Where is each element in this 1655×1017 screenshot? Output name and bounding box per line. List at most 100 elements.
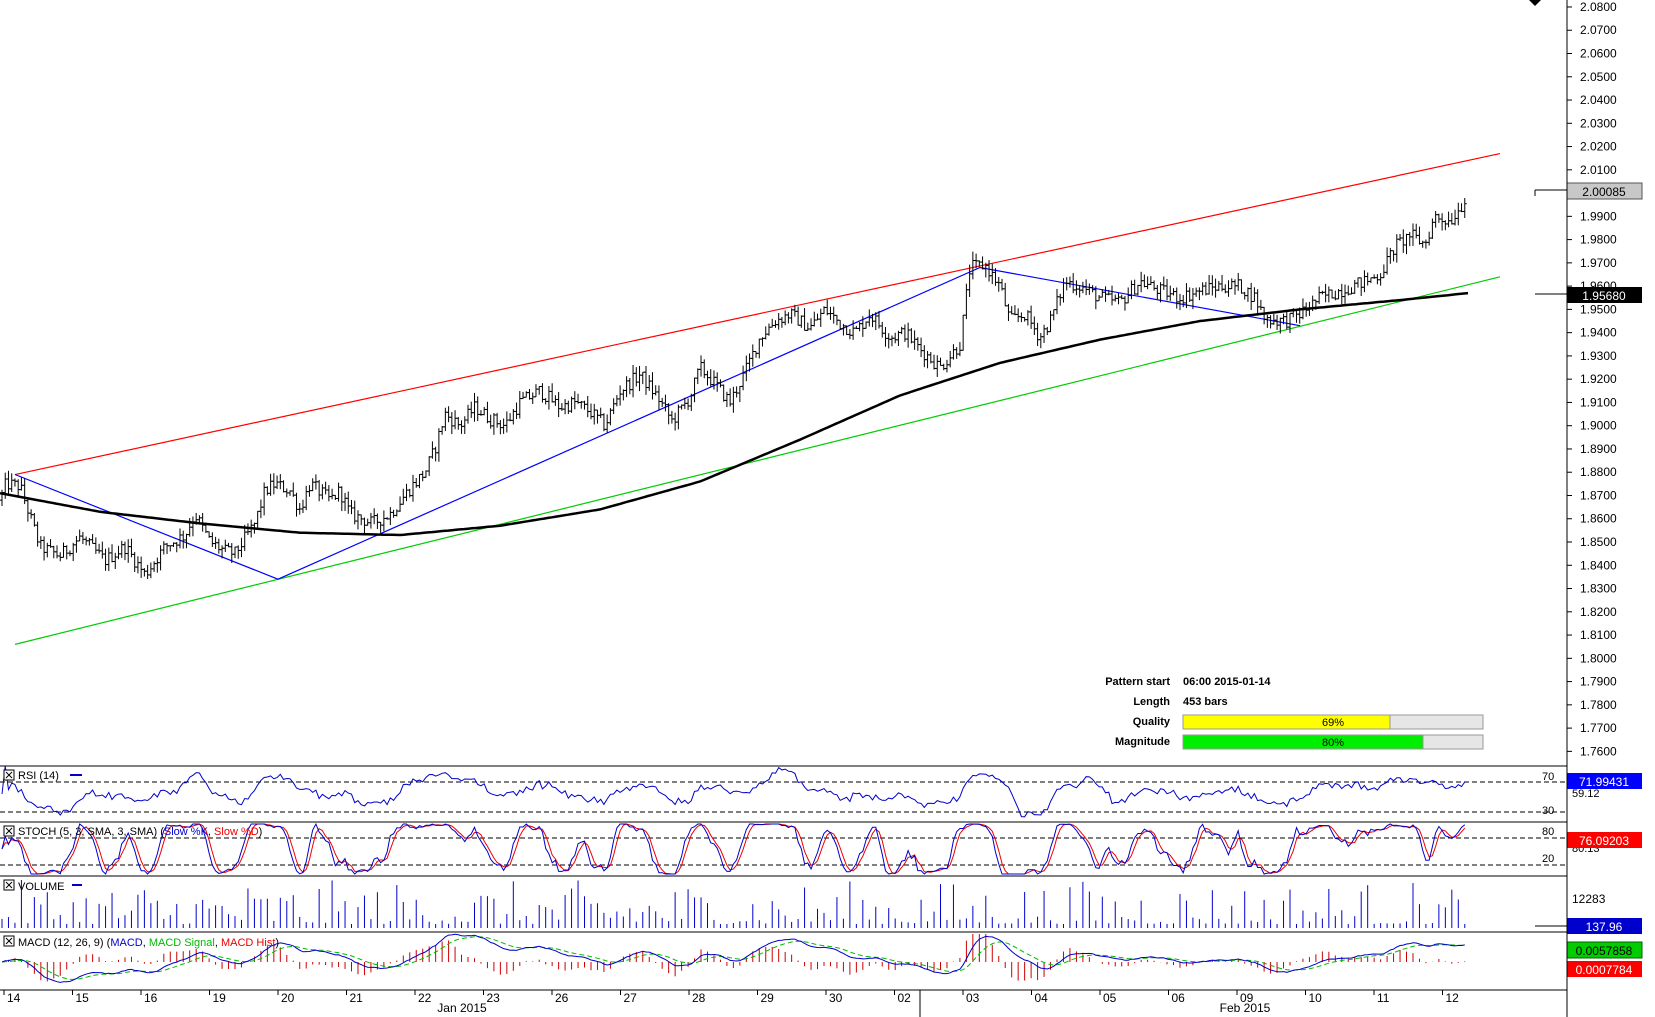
volume-max-label: 12283 (1572, 892, 1606, 906)
price-tick-label: 1.9800 (1580, 233, 1617, 247)
price-panel: 2.0800 2.0700 2.0600 2.0500 2.0400 2.0300 2.02… (0, 0, 1617, 758)
time-tick-label: 16 (144, 991, 158, 1005)
quality-percent: 69% (1322, 717, 1344, 729)
price-tick-label: 1.8000 (1580, 651, 1617, 665)
macd-hist-value-badge (1567, 961, 1642, 977)
quality-bar-fill (1182, 714, 1391, 730)
magnitude-bar-fill (1182, 734, 1424, 750)
time-tick-label: 06 (1172, 991, 1186, 1005)
price-tick-label: 1.7800 (1580, 698, 1617, 712)
time-tick-label: 29 (761, 991, 775, 1005)
time-tick-label: 12 (1446, 991, 1460, 1005)
volume-value-badge (1567, 918, 1642, 934)
stoch-value-label: 76.09203 (1579, 834, 1629, 848)
time-tick-label: 15 (76, 991, 90, 1005)
ma-value-badge (1567, 287, 1642, 303)
time-tick-label: 11 (1377, 991, 1390, 1005)
time-tick-label: 21 (350, 991, 364, 1005)
resistance-trendline (14, 152, 1501, 476)
time-tick-label: 05 (1103, 991, 1117, 1005)
rsi-title: RSI (14) (18, 770, 59, 782)
macd-hist-value-label: 0.0007784 (1576, 963, 1633, 977)
month-label-jan: Jan 2015 (437, 1001, 487, 1015)
ma-value-label: 1.95680 (1582, 289, 1626, 303)
price-tick-label: 2.0500 (1580, 70, 1617, 84)
rsi-panel: RSI (14) 70 30 59.12 71.99431 (0, 765, 1642, 818)
macd-panel: MACD (12, 26, 9) (MACD, MACD Signal, MAC… (0, 931, 1643, 983)
stoch-level-low: 20 (1542, 853, 1554, 865)
rsi-line (1, 765, 1466, 818)
price-tick-label: 1.9400 (1580, 326, 1617, 340)
time-tick-label: 22 (418, 991, 432, 1005)
price-tick-label: 1.8300 (1580, 582, 1617, 596)
price-tick-label: 1.9200 (1580, 372, 1617, 386)
price-tick-label: 2.0300 (1580, 116, 1617, 130)
scroll-marker-icon[interactable] (1529, 0, 1541, 6)
price-tick-label: 1.9000 (1580, 419, 1617, 433)
pattern-start-value: 06:00 2015-01-14 (1183, 676, 1271, 688)
price-tick-label: 2.0100 (1580, 163, 1617, 177)
price-tick-label: 1.8200 (1580, 605, 1617, 619)
stoch-title: STOCH (5, 3, SMA, 3, SMA) (Slow %K, Slow… (18, 826, 262, 838)
time-tick-label: 20 (281, 991, 295, 1005)
month-label-feb: Feb 2015 (1220, 1001, 1271, 1015)
volume-value-label: 137.96 (1586, 920, 1623, 934)
rsi-level-low: 30 (1542, 805, 1554, 817)
price-tick-label: 1.7700 (1580, 721, 1617, 735)
price-tick-label: 1.7900 (1580, 675, 1617, 689)
time-tick-label: 28 (692, 991, 706, 1005)
volume-title: VOLUME (18, 881, 64, 893)
macd-title: MACD (12, 26, 9) (MACD, MACD Signal, MAC… (18, 937, 279, 949)
length-value: 453 bars (1183, 696, 1228, 708)
time-tick-label: 02 (898, 991, 912, 1005)
time-axis: 14 15 16 19 20 21 22 23 26 27 28 29 30 02 03 04 05 06 09 10… (0, 989, 1567, 1017)
support-trendline (14, 276, 1501, 645)
price-tick-label: 2.0200 (1580, 140, 1617, 154)
price-tick-label: 2.0400 (1580, 93, 1617, 107)
volume-panel: VOLUME 12283 137.96 (0, 875, 1642, 934)
time-tick-label: 26 (555, 991, 569, 1005)
length-label: Length (1133, 696, 1170, 708)
time-tick-label: 10 (1309, 991, 1323, 1005)
stoch-slow-k-line (1, 822, 1466, 875)
price-tick-label: 1.9100 (1580, 395, 1617, 409)
time-tick-label: 30 (829, 991, 843, 1005)
price-axis-badges: 2.00085 1.95680 (1534, 182, 1643, 303)
price-tick-label: 1.8700 (1580, 488, 1617, 502)
price-tick-label: 1.7600 (1580, 744, 1617, 758)
rsi-level-high: 70 (1542, 771, 1554, 783)
price-tick-label: 1.9700 (1580, 256, 1617, 270)
pattern-start-label: Pattern start (1105, 676, 1170, 688)
price-tick-label: 1.8600 (1580, 512, 1617, 526)
price-tick-label: 1.8800 (1580, 465, 1617, 479)
time-tick-label: 23 (487, 991, 501, 1005)
price-tick-label: 2.0700 (1580, 23, 1617, 37)
price-tick-label: 1.8500 (1580, 535, 1617, 549)
time-tick-label: 19 (213, 991, 227, 1005)
price-tick-label: 2.0800 (1580, 0, 1617, 14)
price-tick-label: 2.0600 (1580, 47, 1617, 61)
stoch-panel: STOCH (5, 3, SMA, 3, SMA) (Slow %K, Slow… (0, 821, 1642, 875)
pattern-info: Pattern start 06:00 2015-01-14 Length 45… (1105, 676, 1484, 750)
price-tick-label: 1.8400 (1580, 558, 1617, 572)
price-tick-label: 1.9500 (1580, 302, 1617, 316)
current-price-label: 2.00085 (1582, 185, 1626, 199)
macd-value-label: 0.0057858 (1576, 944, 1633, 958)
time-tick-label: 14 (7, 991, 21, 1005)
price-tick-label: 1.9900 (1580, 209, 1617, 223)
price-tick-label: 1.8900 (1580, 442, 1617, 456)
time-tick-label: 27 (624, 991, 638, 1005)
price-tick-label: 1.8100 (1580, 628, 1617, 642)
quality-label: Quality (1133, 716, 1171, 728)
rsi-secondary-label: 59.12 (1572, 788, 1600, 800)
time-tick-label: 03 (966, 991, 980, 1005)
macd-line (1, 933, 1465, 983)
stoch-level-high: 80 (1542, 826, 1554, 838)
time-tick-label: 04 (1035, 991, 1049, 1005)
price-tick-label: 1.9300 (1580, 349, 1617, 363)
rsi-value-label: 71.99431 (1579, 775, 1629, 789)
stoch-value-badge (1567, 832, 1642, 848)
magnitude-label: Magnitude (1115, 736, 1170, 748)
time-tick-label: 09 (1240, 991, 1254, 1005)
